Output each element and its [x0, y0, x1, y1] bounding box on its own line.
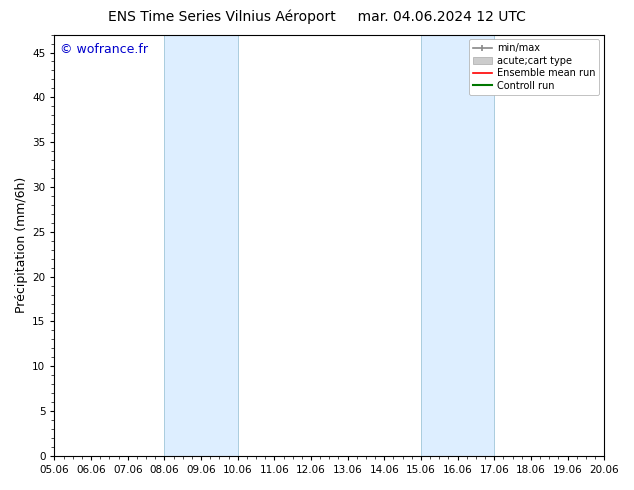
- Text: © wofrance.fr: © wofrance.fr: [60, 43, 148, 56]
- Bar: [421, 35, 495, 456]
- Text: ENS Time Series Vilnius Aéroport     mar. 04.06.2024 12 UTC: ENS Time Series Vilnius Aéroport mar. 04…: [108, 10, 526, 24]
- Bar: [164, 35, 238, 456]
- Legend: min/max, acute;cart type, Ensemble mean run, Controll run: min/max, acute;cart type, Ensemble mean …: [469, 40, 599, 95]
- Y-axis label: Précipitation (mm/6h): Précipitation (mm/6h): [15, 177, 28, 314]
